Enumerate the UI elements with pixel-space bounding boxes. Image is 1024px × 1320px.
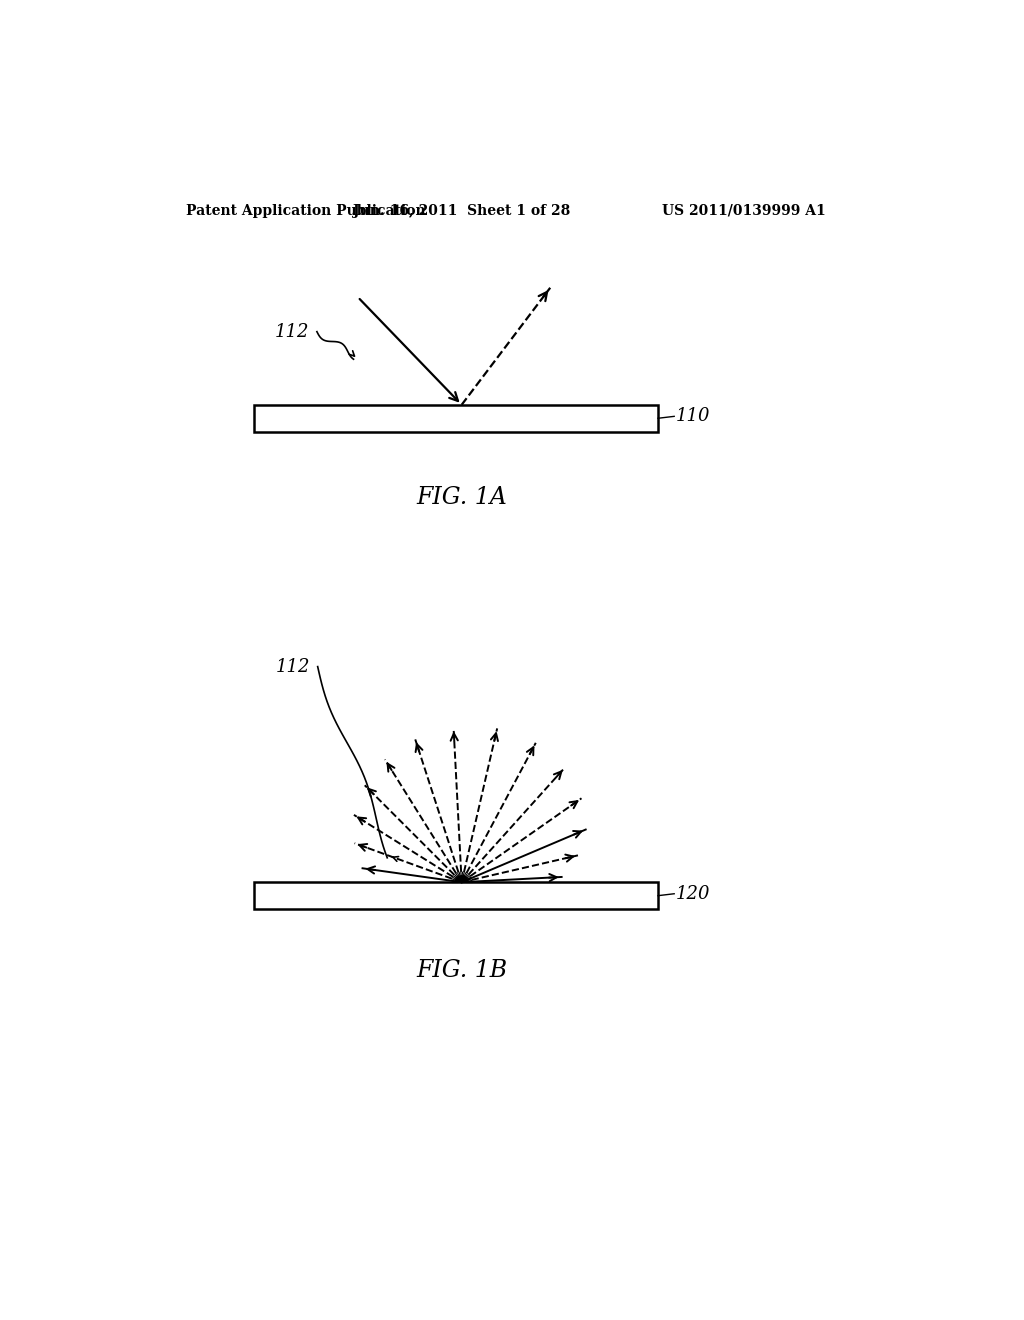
Text: Patent Application Publication: Patent Application Publication [186,203,426,218]
Text: 120: 120 [676,884,711,903]
Bar [254,882,658,909]
Text: 110: 110 [676,408,711,425]
Text: Jun. 16, 2011  Sheet 1 of 28: Jun. 16, 2011 Sheet 1 of 28 [353,203,570,218]
Text: FIG. 1B: FIG. 1B [416,960,507,982]
Bar [254,405,658,432]
Text: FIG. 1A: FIG. 1A [417,486,507,508]
Text: 112: 112 [275,657,310,676]
Text: 112: 112 [274,322,309,341]
Text: US 2011/0139999 A1: US 2011/0139999 A1 [662,203,825,218]
